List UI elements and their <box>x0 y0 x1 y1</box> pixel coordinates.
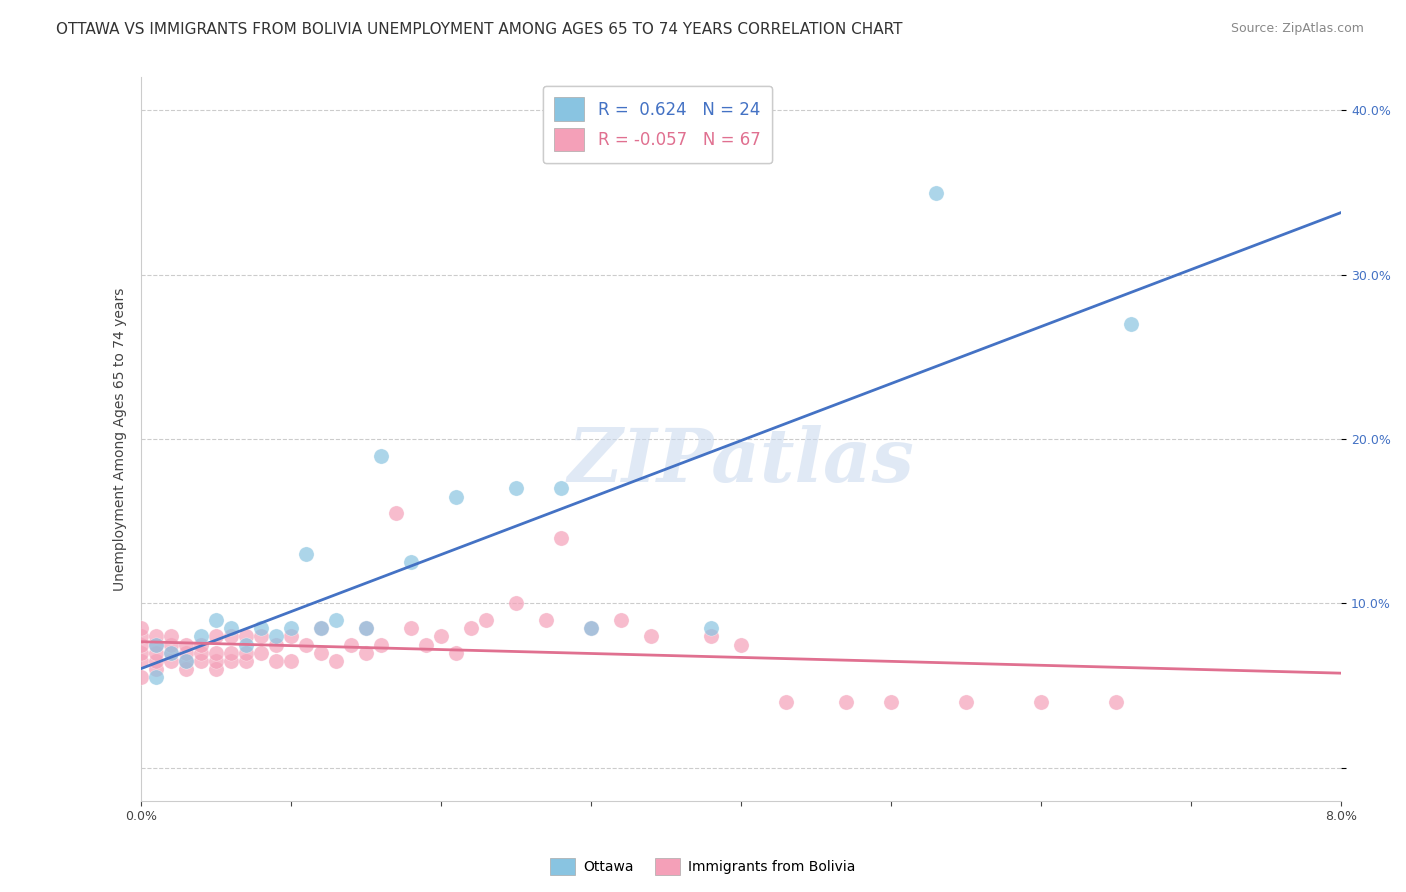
Point <box>176 638 198 652</box>
Point <box>176 654 198 668</box>
Point <box>221 646 243 660</box>
Point <box>581 621 603 635</box>
Point <box>131 621 153 635</box>
Point <box>370 638 392 652</box>
Point <box>460 621 482 635</box>
Point <box>235 638 257 652</box>
Point <box>775 695 797 709</box>
Point <box>250 621 273 635</box>
Point <box>356 646 378 660</box>
Point <box>280 621 302 635</box>
Point <box>325 654 347 668</box>
Point <box>145 638 167 652</box>
Point <box>190 629 212 643</box>
Point <box>640 629 662 643</box>
Text: OTTAWA VS IMMIGRANTS FROM BOLIVIA UNEMPLOYMENT AMONG AGES 65 TO 74 YEARS CORRELA: OTTAWA VS IMMIGRANTS FROM BOLIVIA UNEMPL… <box>56 22 903 37</box>
Point <box>131 654 153 668</box>
Point <box>1105 695 1128 709</box>
Text: Source: ZipAtlas.com: Source: ZipAtlas.com <box>1230 22 1364 36</box>
Text: ZIPatlas: ZIPatlas <box>568 425 915 497</box>
Point <box>160 629 183 643</box>
Point <box>235 646 257 660</box>
Point <box>131 629 153 643</box>
Point <box>446 490 468 504</box>
Point <box>145 638 167 652</box>
Point <box>415 638 437 652</box>
Point <box>536 613 558 627</box>
Point <box>1121 317 1143 331</box>
Point <box>505 482 527 496</box>
Point <box>295 547 318 561</box>
Y-axis label: Unemployment Among Ages 65 to 74 years: Unemployment Among Ages 65 to 74 years <box>114 287 128 591</box>
Point <box>505 597 527 611</box>
Point <box>190 654 212 668</box>
Point <box>700 621 723 635</box>
Point <box>280 629 302 643</box>
Point <box>730 638 752 652</box>
Point <box>311 621 333 635</box>
Point <box>700 629 723 643</box>
Point <box>190 638 212 652</box>
Point <box>205 629 228 643</box>
Point <box>145 629 167 643</box>
Legend: Ottawa, Immigrants from Bolivia: Ottawa, Immigrants from Bolivia <box>544 853 862 880</box>
Point <box>581 621 603 635</box>
Point <box>955 695 977 709</box>
Point <box>176 646 198 660</box>
Point <box>250 646 273 660</box>
Point <box>1031 695 1053 709</box>
Point <box>266 654 288 668</box>
Point <box>835 695 858 709</box>
Point <box>356 621 378 635</box>
Point <box>250 629 273 643</box>
Point <box>446 646 468 660</box>
Point <box>430 629 453 643</box>
Point <box>131 670 153 684</box>
Point <box>550 482 572 496</box>
Point <box>295 638 318 652</box>
Point <box>340 638 363 652</box>
Point <box>325 613 347 627</box>
Point <box>235 654 257 668</box>
Point <box>266 638 288 652</box>
Point <box>280 654 302 668</box>
Point <box>160 638 183 652</box>
Point <box>160 654 183 668</box>
Point <box>190 646 212 660</box>
Point <box>221 654 243 668</box>
Point <box>356 621 378 635</box>
Point <box>176 654 198 668</box>
Point <box>550 531 572 545</box>
Point <box>131 646 153 660</box>
Point <box>311 621 333 635</box>
Point <box>205 662 228 676</box>
Point <box>311 646 333 660</box>
Point <box>221 629 243 643</box>
Point <box>145 654 167 668</box>
Point <box>370 449 392 463</box>
Point <box>145 646 167 660</box>
Legend: R =  0.624   N = 24, R = -0.057   N = 67: R = 0.624 N = 24, R = -0.057 N = 67 <box>543 86 772 163</box>
Point <box>880 695 903 709</box>
Point <box>160 646 183 660</box>
Point <box>176 662 198 676</box>
Point <box>401 555 423 569</box>
Point <box>475 613 498 627</box>
Point <box>401 621 423 635</box>
Point <box>131 638 153 652</box>
Point <box>221 621 243 635</box>
Point <box>205 613 228 627</box>
Point <box>205 646 228 660</box>
Point <box>205 654 228 668</box>
Point <box>145 670 167 684</box>
Point <box>610 613 633 627</box>
Point <box>385 506 408 520</box>
Point <box>925 186 948 200</box>
Point <box>160 646 183 660</box>
Point <box>266 629 288 643</box>
Point <box>235 629 257 643</box>
Point <box>145 662 167 676</box>
